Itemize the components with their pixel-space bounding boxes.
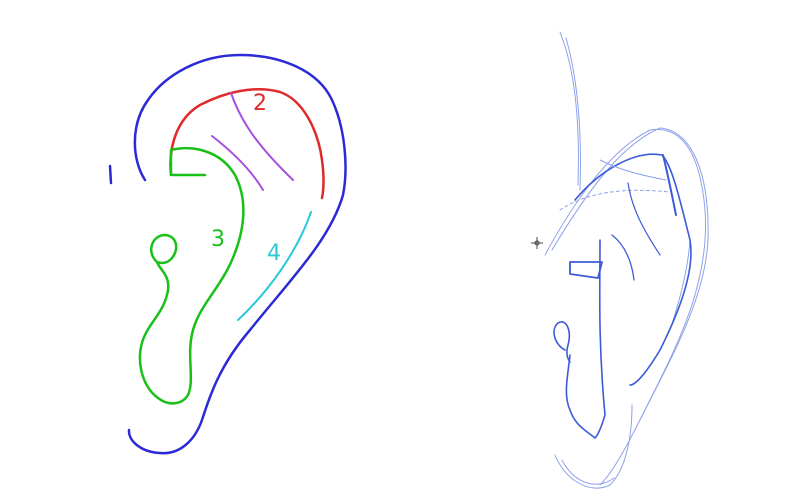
antihelix-stroke [138,147,245,405]
sketch-concha-stroke [565,239,606,439]
sketch-inner-stroke [611,234,635,281]
tragus-loop [149,233,178,265]
outer-rim-stroke [127,53,347,455]
sketch-helix-stroke [662,154,677,216]
helix-stroke [169,88,325,200]
sketch-construction-line [561,459,615,485]
sketch-construction-line [544,128,707,486]
crosshair-cursor-icon [531,237,543,249]
region-label-2: 2 [253,91,267,116]
sketch-construction-line [554,404,633,489]
antihelix-inner-stroke [237,211,312,321]
sketch-construction-line [559,189,671,211]
region-label-4: 4 [267,241,281,266]
sketch-construction-line [669,239,691,331]
labeled-ear-diagram: 2 3 4 [108,53,347,455]
region-1-tick [108,164,113,185]
sketch-inner-stroke [599,159,667,181]
helix-inner-line-1 [230,92,294,181]
sketch-inner-stroke [627,182,661,256]
sketch-tragus-loop [553,321,571,363]
sketch-ear-drawing [544,31,709,489]
sketch-helix-stroke [574,153,692,386]
helix-inner-line-2 [211,135,264,191]
sketch-antihelix-stroke [569,261,603,279]
sketch-construction-line [559,31,579,186]
sketch-construction-line [565,37,581,191]
region-label-3: 3 [211,227,225,252]
